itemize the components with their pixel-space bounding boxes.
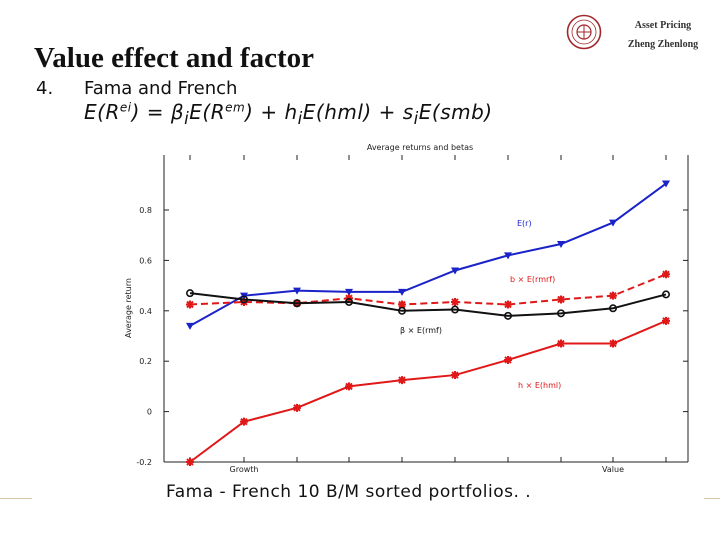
figure-caption: Fama - French 10 B/M sorted portfolios. …: [166, 482, 532, 502]
chart-title: Average returns and betas: [367, 143, 473, 152]
eq-mkt: E(R: [189, 100, 226, 124]
data-point: [292, 299, 301, 308]
data-point: [451, 371, 459, 380]
data-point: [557, 339, 565, 348]
data-point: [608, 304, 617, 313]
data-point: [609, 291, 617, 300]
data-point: [557, 295, 565, 304]
series-label: h × E(hml): [518, 381, 561, 390]
y-tick-label: 0.6: [139, 256, 152, 265]
x-tick-label: Growth: [230, 465, 259, 474]
data-point: [344, 297, 353, 306]
item-number: 4.: [36, 78, 54, 99]
series-line: [189, 182, 667, 327]
chart-svg: Average returns and betas Average return -…: [124, 143, 689, 474]
eq-hml: E(hml) + s: [302, 100, 414, 124]
data-point: [345, 288, 353, 296]
data-point: [398, 300, 406, 309]
eq-rest: ) + h: [245, 100, 298, 124]
data-point: [345, 382, 353, 391]
course-name: Asset Pricing: [634, 20, 692, 31]
data-point: [662, 180, 670, 188]
data-point: [556, 309, 565, 318]
data-point: [450, 305, 459, 314]
y-tick-label: 0.8: [139, 206, 152, 215]
data-point: [661, 290, 670, 299]
data-point: [609, 339, 617, 348]
series-label: b × E(rmrf): [510, 275, 555, 284]
x-tick-label: Value: [602, 465, 624, 474]
data-point: [503, 311, 512, 320]
footer-rule-right: [704, 498, 720, 499]
y-tick-label: -0.2: [136, 458, 152, 467]
data-point: [293, 287, 301, 295]
data-point: [504, 300, 512, 309]
data-point: [557, 241, 565, 249]
eq-h-sub: i: [297, 109, 303, 128]
university-seal-icon: [566, 14, 602, 50]
eq-lhs: E(R: [84, 100, 120, 124]
series-line: [189, 319, 667, 463]
chart: Average returns and betas Average return -…: [0, 140, 720, 485]
data-point: [504, 252, 512, 260]
header-info: Asset Pricing Zheng Zhenlong: [612, 16, 714, 54]
data-point: [186, 289, 195, 298]
y-tick-label: 0.4: [139, 307, 152, 316]
y-tick-label: 0: [147, 408, 152, 417]
slide-title: Value effect and factor: [34, 42, 314, 74]
series-label: E(r): [517, 219, 532, 228]
data-point: [609, 219, 617, 227]
data-point: [293, 403, 301, 412]
series-line: [189, 273, 667, 306]
data-point: [398, 376, 406, 385]
data-point: [186, 322, 194, 330]
y-tick-label: 0.2: [139, 357, 152, 366]
eq-s-sub: i: [413, 109, 419, 128]
series-line: [189, 292, 667, 317]
data-point: [504, 355, 512, 364]
item-heading: Fama and French: [84, 78, 238, 99]
data-point: [240, 417, 248, 426]
footer-rule-left: [0, 498, 32, 499]
data-point: [240, 295, 249, 304]
series-label: β × E(rmf): [400, 326, 442, 335]
data-point: [662, 270, 670, 279]
data-point: [451, 267, 459, 275]
author-name: Zheng Zhenlong: [627, 39, 699, 50]
data-point: [397, 306, 406, 315]
eq-beta-sub: i: [184, 109, 190, 128]
pricing-equation: E(Rei) = βiE(Rem) + hiE(hml) + siE(smb): [84, 100, 493, 128]
data-point: [662, 316, 670, 325]
eq-lhs-sup: ei: [119, 100, 132, 115]
eq-middle: ) = β: [131, 100, 185, 124]
eq-mkt-sup: em: [225, 100, 246, 115]
y-axis-label: Average return: [124, 278, 133, 338]
data-point: [186, 300, 194, 309]
eq-smb: E(smb): [418, 100, 493, 124]
data-point: [451, 297, 459, 306]
data-point: [186, 458, 194, 466]
data-point: [398, 288, 406, 296]
